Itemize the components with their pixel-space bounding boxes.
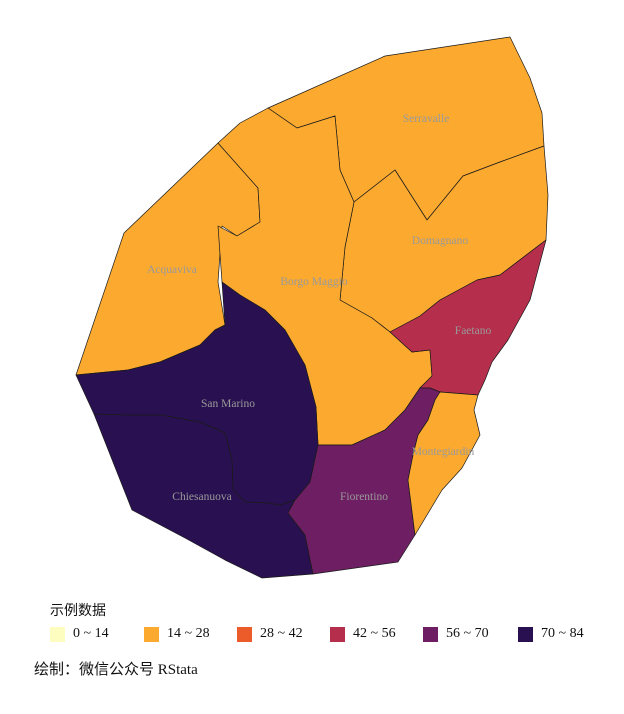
region-label-chiesanuova: Chiesanuova <box>172 491 231 503</box>
legend-item: 70 ~ 84 <box>518 626 598 642</box>
legend-swatch <box>423 627 438 642</box>
region-label-borgo-maggiore: Borgo Maggio <box>280 276 347 288</box>
legend-swatch <box>237 627 252 642</box>
legend-label: 56 ~ 70 <box>446 626 489 642</box>
legend-label: 14 ~ 28 <box>167 626 210 642</box>
region-label-domagnano: Domagnano <box>412 235 468 247</box>
region-label-faetano: Faetano <box>455 325 492 337</box>
legend-swatch <box>50 627 65 642</box>
legend-item: 14 ~ 28 <box>144 626 237 642</box>
legend-items: 0 ~ 14 14 ~ 28 28 ~ 42 42 ~ 56 56 ~ 70 70 ~ 8… <box>50 626 598 642</box>
region-label-montegiardino: Montegiardin <box>412 446 475 458</box>
legend-item: 56 ~ 70 <box>423 626 518 642</box>
region-label-acquaviva: Acquaviva <box>147 264 197 276</box>
legend-label: 0 ~ 14 <box>73 626 109 642</box>
legend-swatch <box>330 627 345 642</box>
legend-label: 70 ~ 84 <box>541 626 584 642</box>
legend-item: 0 ~ 14 <box>50 626 144 642</box>
legend-item: 28 ~ 42 <box>237 626 330 642</box>
legend-swatch <box>518 627 533 642</box>
legend-label: 42 ~ 56 <box>353 626 396 642</box>
choropleth-map: Serravalle Domagnano Acquaviva Borgo Maggio… <box>0 0 624 600</box>
legend: 示例数据 0 ~ 14 14 ~ 28 28 ~ 42 42 ~ 56 56 ~ 70 7… <box>50 600 598 642</box>
legend-title: 示例数据 <box>50 600 598 620</box>
regions-layer <box>76 37 548 578</box>
region-label-san-marino: San Marino <box>201 398 255 410</box>
region-label-serravalle: Serravalle <box>403 113 450 125</box>
legend-swatch <box>144 627 159 642</box>
legend-label: 28 ~ 42 <box>260 626 303 642</box>
legend-item: 42 ~ 56 <box>330 626 423 642</box>
caption: 绘制：微信公众号 RStata <box>34 658 198 679</box>
region-label-fiorentino: Fiorentino <box>340 491 388 503</box>
